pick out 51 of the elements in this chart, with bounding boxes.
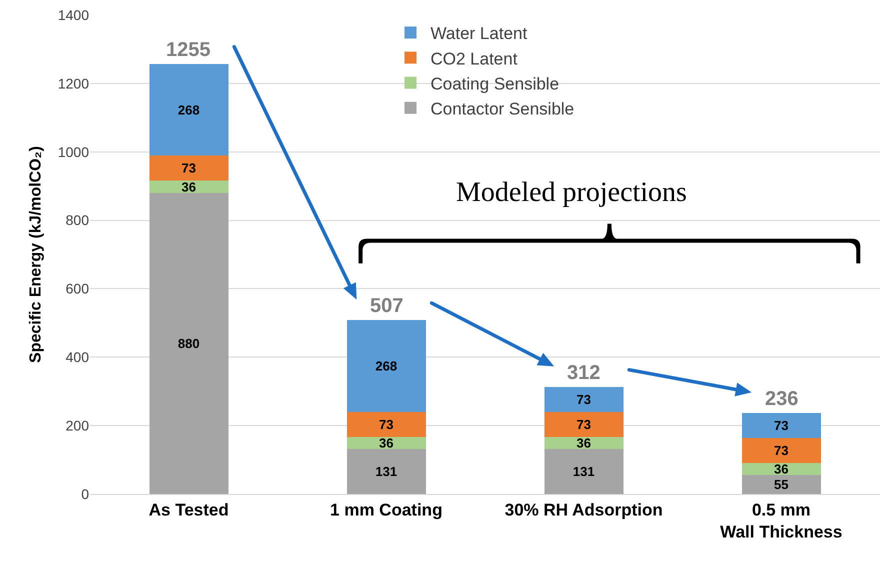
total-label: 236: [765, 388, 798, 410]
bar: [742, 475, 821, 494]
bar: [544, 449, 624, 494]
y-tick-label: 1000: [58, 144, 90, 160]
bar: [149, 192, 228, 494]
bar: [346, 320, 426, 412]
y-tick-label: 0: [81, 486, 90, 502]
data-label: 131: [375, 464, 398, 480]
data-label: 73: [774, 418, 788, 433]
x-tick-label: 30% RH Adsorption: [504, 500, 663, 520]
y-tick-label: 1200: [58, 75, 90, 92]
bar: [742, 438, 821, 463]
y-tick-label: 400: [66, 349, 90, 366]
total-label: 312: [567, 362, 600, 384]
data-label: 880: [178, 336, 200, 351]
x-tick-label: As Tested: [148, 500, 229, 520]
bar: [149, 64, 228, 156]
total-label: 1255: [166, 39, 210, 61]
bar: [149, 156, 228, 181]
y-axis-title: Specific Energy (kJ/molCO₂): [28, 146, 45, 363]
y-tick-label: 200: [66, 417, 90, 434]
data-label: 73: [774, 442, 788, 458]
x-tick-label: 1 mm Coating: [330, 500, 442, 520]
data-label: 131: [572, 464, 595, 480]
bar: [742, 412, 821, 438]
x-tick-label: 0.5 mm Wall Thickness: [720, 500, 842, 542]
legend-label: Contactor Sensible: [430, 99, 574, 118]
data-label: 36: [182, 179, 196, 194]
data-label: 36: [379, 436, 394, 451]
bar: [544, 386, 624, 412]
data-label: 73: [182, 160, 196, 176]
bar: [149, 180, 228, 193]
data-label: 73: [576, 416, 591, 432]
bar: [346, 449, 426, 494]
data-label: 36: [774, 462, 788, 477]
y-tick-label: 600: [66, 280, 90, 297]
data-label: 36: [576, 436, 591, 451]
data-label: 268: [375, 358, 398, 374]
bar: [346, 412, 426, 437]
annotation: Modeled projections: [456, 177, 687, 208]
y-tick-label: 1400: [58, 6, 90, 23]
data-label: 73: [576, 392, 591, 407]
y-tick-label: 800: [66, 212, 90, 228]
legend-label: CO2 Latent: [430, 49, 518, 68]
legend-label: Coating Sensible: [430, 74, 560, 94]
total-label: 507: [370, 295, 404, 317]
bar: [544, 412, 624, 437]
data-label: 55: [774, 477, 788, 492]
data-label: 268: [178, 102, 200, 118]
data-label: 73: [379, 416, 394, 432]
legend-label: Water Latent: [430, 24, 528, 44]
